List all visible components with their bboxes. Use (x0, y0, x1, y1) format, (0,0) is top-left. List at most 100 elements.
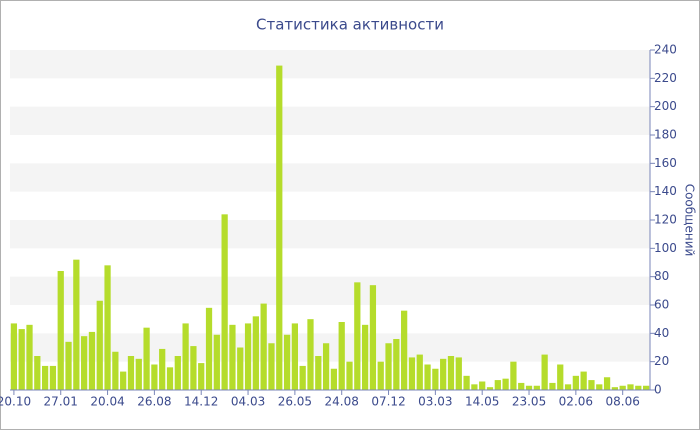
bar (18, 329, 25, 390)
bar (479, 381, 486, 390)
x-tick-label: 04.03 (231, 395, 265, 409)
bar (159, 348, 166, 390)
bar (401, 310, 408, 390)
bar (362, 324, 369, 390)
y-tick-label: 220 (654, 71, 677, 85)
y-tick-label: 100 (654, 241, 677, 255)
y-tick-label: 200 (654, 99, 677, 113)
bar (377, 361, 384, 390)
bar (174, 356, 181, 390)
bar (557, 364, 564, 390)
bar (283, 334, 291, 390)
bar (494, 380, 501, 390)
bar (34, 356, 41, 390)
bar (416, 354, 423, 390)
bar (73, 259, 80, 390)
bar (580, 371, 587, 390)
x-tick-label: 26.08 (137, 395, 171, 409)
x-tick-label: 08.06 (606, 395, 640, 409)
bar (127, 356, 135, 390)
chart-title: Статистика активности (256, 16, 444, 34)
bar (635, 385, 642, 390)
bar (564, 384, 572, 390)
bar (81, 336, 88, 390)
bar (244, 323, 252, 390)
bar (190, 346, 197, 390)
bar (205, 307, 213, 390)
bar (291, 323, 298, 390)
bar (221, 214, 228, 390)
x-tick-label: 20.04 (90, 395, 124, 409)
bar (104, 265, 111, 390)
bar (143, 327, 150, 390)
bar (330, 368, 338, 390)
bar (408, 357, 416, 390)
bar (603, 377, 611, 390)
bar (455, 357, 462, 390)
x-tick-label: 14.12 (184, 395, 218, 409)
bar (502, 378, 509, 390)
y-tick-label: 80 (654, 269, 669, 283)
x-tick-label: 20.10 (0, 395, 31, 409)
bar (182, 323, 189, 390)
bar (276, 65, 283, 390)
y-tick-label: 240 (654, 43, 677, 57)
bar (322, 343, 330, 390)
bar (10, 323, 18, 390)
bar (447, 356, 455, 390)
bar (338, 322, 345, 390)
bar (510, 361, 517, 390)
bar (307, 319, 314, 390)
bar (588, 380, 595, 390)
x-tick-label: 07.12 (371, 395, 405, 409)
bar (88, 331, 96, 390)
y-tick-label: 140 (654, 184, 677, 198)
bar (572, 375, 579, 390)
bar (393, 339, 400, 390)
bar (252, 316, 259, 390)
bar (627, 384, 634, 390)
x-tick-label: 14.05 (465, 395, 499, 409)
x-tick-label: 27.01 (44, 395, 78, 409)
bar (354, 282, 361, 390)
x-tick-label: 23.05 (512, 395, 546, 409)
bar (619, 385, 626, 390)
bar (65, 341, 72, 390)
y-tick-label: 180 (654, 128, 677, 142)
bar (237, 347, 244, 390)
bar (57, 271, 64, 390)
bar (268, 343, 275, 390)
bar (166, 367, 174, 390)
bar (151, 364, 158, 390)
bar (642, 385, 650, 390)
bar (611, 387, 618, 390)
bar (346, 361, 353, 390)
grid-band (10, 220, 650, 249)
grid-band (10, 106, 650, 135)
y-tick-label: 0 (654, 383, 662, 397)
bar (229, 324, 236, 390)
bar (369, 285, 377, 390)
bar (541, 354, 548, 390)
bar (315, 356, 322, 390)
bar (213, 334, 220, 390)
bar (42, 365, 49, 390)
grid-band (10, 163, 650, 192)
bar (112, 351, 119, 390)
bar (533, 385, 540, 390)
y-tick-label: 60 (654, 298, 669, 312)
x-tick-label: 03.03 (418, 395, 452, 409)
bar (299, 365, 306, 390)
bar (463, 375, 470, 390)
bar (486, 387, 494, 390)
y-axis-label: Сообщений (683, 184, 697, 257)
y-tick-label: 40 (654, 326, 669, 340)
x-tick-label: 02.06 (559, 395, 593, 409)
x-tick-label: 26.05 (278, 395, 312, 409)
bar (424, 364, 431, 390)
bar (525, 385, 533, 390)
bar (596, 384, 603, 390)
bar (518, 382, 525, 390)
bar (120, 371, 127, 390)
